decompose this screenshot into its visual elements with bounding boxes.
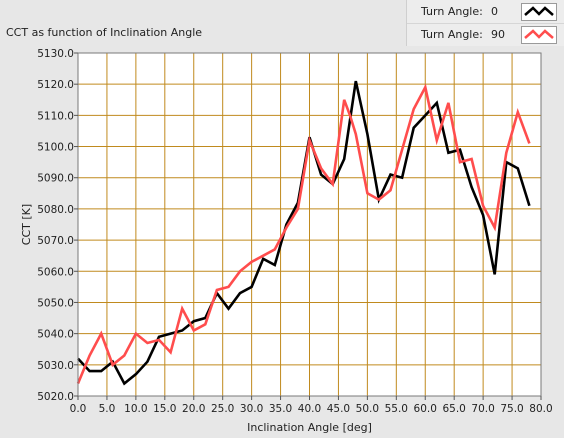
x-tick-label: 10.0 (124, 403, 147, 415)
legend-value: 0 (491, 5, 498, 18)
series-line-turn-angle-90 (76, 83, 531, 384)
x-tick-label: 75.0 (500, 403, 523, 415)
y-tick-label: 5100.0 (37, 142, 74, 154)
legend-swatch-line (524, 29, 554, 39)
y-tick-label: 5130.0 (37, 48, 74, 60)
y-tick-label: 5030.0 (37, 360, 74, 372)
y-axis-label: CCT [K] (20, 204, 33, 245)
x-tick-label: 50.0 (356, 403, 379, 415)
legend-item-turn-angle-0[interactable]: Turn Angle: 0 (407, 1, 564, 23)
legend-value: 90 (491, 28, 505, 41)
x-tick-label: 30.0 (240, 403, 263, 415)
x-tick-label: 35.0 (269, 403, 292, 415)
x-tick-label: 45.0 (327, 403, 350, 415)
x-tick-label: 0.0 (70, 403, 87, 415)
y-tick-label: 5050.0 (37, 297, 74, 309)
y-tick-label: 5080.0 (37, 204, 74, 216)
legend-label: Turn Angle: (421, 28, 483, 41)
y-tick-label: 5040.0 (37, 329, 74, 341)
y-tick-label: 5090.0 (37, 173, 74, 185)
x-tick-label: 65.0 (442, 403, 465, 415)
legend-swatch-red[interactable] (521, 26, 557, 44)
x-axis: 0.0 5.0 10.0 15.0 20.0 25.0 30.0 35.0 40.0 45.0 50… (70, 396, 553, 415)
x-tick-label: 70.0 (471, 403, 494, 415)
plot-legend[interactable]: Turn Angle: 0 Turn Angle: 90 (406, 0, 564, 46)
y-tick-label: 5110.0 (37, 110, 74, 122)
x-tick-label: 20.0 (182, 403, 205, 415)
y-axis: 5020.0 5030.0 5040.0 5050.0 5060.0 5070.0 5080… (37, 48, 78, 403)
legend-swatch-line (524, 6, 554, 16)
y-tick-label: 5120.0 (37, 79, 74, 91)
series-layer (76, 80, 531, 386)
x-axis-label: Inclination Angle [deg] (247, 421, 372, 434)
legend-item-turn-angle-90[interactable]: Turn Angle: 90 (407, 23, 564, 46)
legend-swatch-black[interactable] (521, 3, 557, 21)
y-tick-label: 5070.0 (37, 235, 74, 247)
chart-title: CCT as function of Inclination Angle (6, 26, 203, 39)
y-tick-label: 5020.0 (37, 391, 74, 403)
x-tick-label: 15.0 (153, 403, 176, 415)
legend-label: Turn Angle: (421, 5, 483, 18)
x-tick-label: 60.0 (414, 403, 437, 415)
x-tick-label: 5.0 (99, 403, 116, 415)
y-tick-label: 5060.0 (37, 266, 74, 278)
x-tick-label: 40.0 (298, 403, 321, 415)
x-tick-label: 25.0 (211, 403, 234, 415)
x-tick-label: 80.0 (529, 403, 552, 415)
x-tick-label: 55.0 (385, 403, 408, 415)
